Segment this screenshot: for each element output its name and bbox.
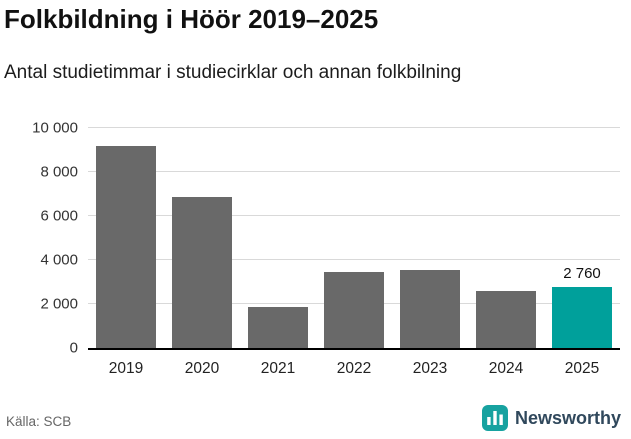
plot-wrap: 2 760 2019 2020 2021 2022 2023 2024 2025 xyxy=(88,127,620,378)
y-tick-label: 2 000 xyxy=(40,295,78,313)
bar-chart-icon xyxy=(481,405,508,431)
bar-2019 xyxy=(95,145,157,348)
bar-2021 xyxy=(247,307,309,348)
x-tick-label-2023: 2023 xyxy=(412,360,448,377)
newsworthy-logo[interactable]: Newsworthy xyxy=(481,405,621,431)
bar-2020 xyxy=(171,197,233,348)
gridline xyxy=(88,215,620,216)
gridline xyxy=(88,127,620,128)
bar-slot-2019 xyxy=(88,128,164,348)
y-tick-label: 4 000 xyxy=(40,251,78,269)
source-note: Källa: SCB xyxy=(6,414,72,429)
bar-slot-2020 xyxy=(164,128,240,348)
y-tick-label: 0 xyxy=(69,339,78,357)
x-tick-label-2024: 2024 xyxy=(488,360,524,377)
bar-2024 xyxy=(475,290,537,348)
bar-slot-2025: 2 760 xyxy=(544,128,620,348)
x-tick-label-2022: 2022 xyxy=(336,360,372,377)
value-label-2025: 2 760 xyxy=(563,265,601,283)
bar-slot-2022 xyxy=(316,128,392,348)
bar-2023 xyxy=(399,269,461,348)
gridline xyxy=(88,259,620,260)
gridline xyxy=(88,171,620,172)
y-axis: 0 2 000 4 000 6 000 8 000 10 000 xyxy=(4,120,88,357)
bar-2025 xyxy=(551,287,613,348)
y-tick-label: 6 000 xyxy=(40,207,78,225)
y-tick-label: 10 000 xyxy=(32,119,78,137)
bar-slot-2021 xyxy=(240,128,316,348)
bar-2022 xyxy=(323,272,385,348)
bar-slot-2023 xyxy=(392,128,468,348)
x-tick-label-2025: 2025 xyxy=(564,360,600,377)
brand-wordmark: Newsworthy xyxy=(514,407,621,428)
chart-subtitle: Antal studietimmar i studiecirklar och a… xyxy=(4,62,462,83)
x-tick-label-2020: 2020 xyxy=(184,360,220,377)
x-axis: 2019 2020 2021 2022 2023 2024 2025 xyxy=(88,360,620,378)
x-tick-label-2021: 2021 xyxy=(260,360,296,377)
y-tick-label: 8 000 xyxy=(40,163,78,181)
bar-slot-2024 xyxy=(468,128,544,348)
page-title: Folkbildning i Höör 2019–2025 xyxy=(4,4,379,34)
x-tick-label-2019: 2019 xyxy=(108,360,144,377)
plot-area: 2 760 xyxy=(88,127,620,350)
